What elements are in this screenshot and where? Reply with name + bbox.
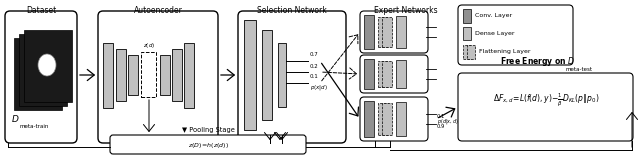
Bar [378, 103, 388, 135]
Text: meta-test: meta-test [565, 67, 592, 72]
Bar [396, 60, 406, 88]
Bar [382, 103, 392, 135]
Bar [262, 30, 272, 120]
Text: 0.1: 0.1 [310, 73, 319, 78]
Bar [378, 17, 388, 47]
Text: 0.1: 0.1 [437, 113, 445, 119]
Text: 0.7: 0.7 [310, 53, 319, 58]
FancyBboxPatch shape [458, 5, 573, 65]
Text: Expert Networks: Expert Networks [374, 6, 438, 15]
Bar [24, 30, 72, 102]
Bar [463, 27, 471, 40]
Bar [382, 61, 392, 87]
Bar [103, 42, 113, 108]
Bar [244, 20, 256, 130]
FancyBboxPatch shape [458, 73, 633, 141]
Bar [396, 102, 406, 136]
Bar [141, 52, 156, 97]
Bar [160, 55, 170, 95]
FancyBboxPatch shape [360, 11, 428, 53]
Text: Dataset: Dataset [26, 6, 56, 15]
Bar [19, 34, 67, 106]
Text: $p(x|d)$: $p(x|d)$ [310, 84, 328, 93]
Text: Conv. Layer: Conv. Layer [475, 13, 512, 18]
Bar [467, 45, 475, 59]
Text: ▼ Pooling Stage: ▼ Pooling Stage [182, 127, 234, 133]
FancyBboxPatch shape [360, 97, 428, 141]
Text: Flattening Layer: Flattening Layer [479, 49, 531, 55]
Text: $z(D)\!=\!h(z(d))$: $z(D)\!=\!h(z(d))$ [188, 140, 228, 150]
Bar [364, 59, 374, 89]
FancyBboxPatch shape [110, 135, 306, 154]
Text: $\Delta F_{x,d}\!=\!L(f(d),y)\!-\!\frac{1}{\beta}D_{KL}(p\|p_0)$: $\Delta F_{x,d}\!=\!L(f(d),y)\!-\!\frac{… [493, 92, 599, 108]
Text: Selection Network: Selection Network [257, 6, 327, 15]
Text: $D$: $D$ [11, 113, 19, 124]
Text: 0.9: 0.9 [437, 124, 445, 128]
Bar [378, 61, 388, 87]
Text: meta-train: meta-train [20, 124, 49, 129]
Bar [396, 16, 406, 48]
Bar [184, 42, 194, 108]
Text: 0.2: 0.2 [310, 64, 319, 69]
Text: $z(d)$: $z(d)$ [143, 41, 155, 50]
Bar [116, 49, 126, 101]
Text: Dense Layer: Dense Layer [475, 31, 515, 36]
Bar [278, 43, 286, 107]
Text: Autoencoder: Autoencoder [134, 6, 182, 15]
Text: Free Energy on $D$: Free Energy on $D$ [500, 55, 575, 68]
Ellipse shape [38, 54, 56, 76]
Bar [14, 38, 62, 110]
Text: $p(d|x,d)$: $p(d|x,d)$ [437, 117, 459, 126]
Bar [463, 9, 471, 23]
Bar [463, 45, 471, 59]
FancyBboxPatch shape [238, 11, 346, 143]
Bar [364, 101, 374, 137]
Bar [172, 49, 182, 101]
FancyBboxPatch shape [98, 11, 218, 143]
Bar [364, 15, 374, 49]
Bar [128, 55, 138, 95]
FancyBboxPatch shape [5, 11, 77, 143]
Bar [382, 17, 392, 47]
FancyBboxPatch shape [360, 55, 428, 93]
